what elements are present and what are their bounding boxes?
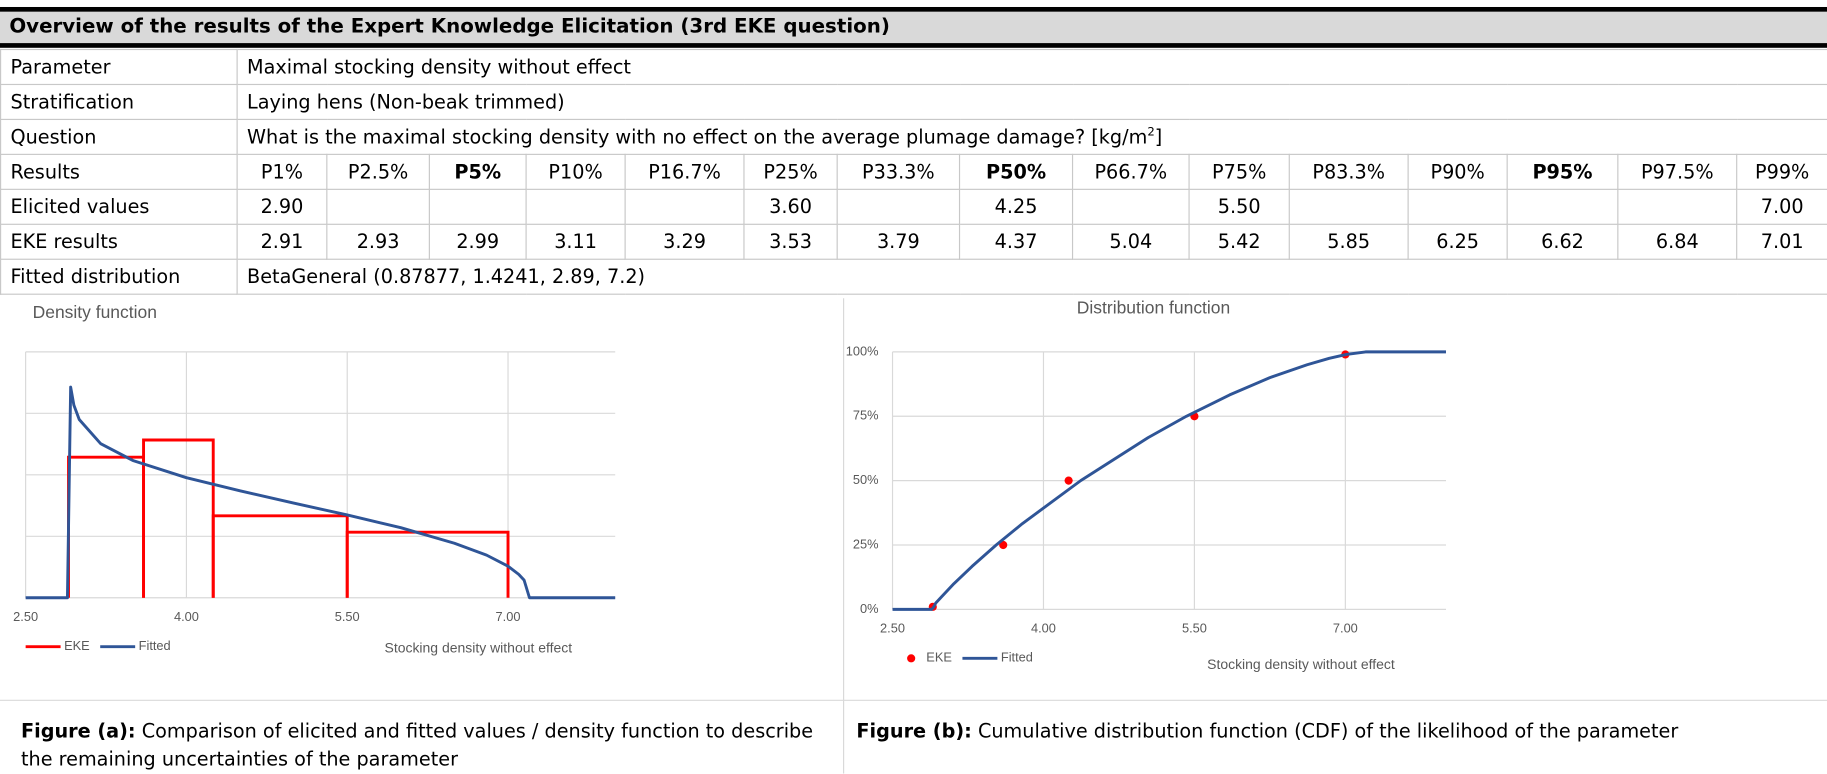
table-cell bbox=[428, 188, 527, 225]
table-cell: P2.5% bbox=[326, 153, 430, 190]
table-cell: 2.93 bbox=[326, 223, 430, 260]
table-row: EKE results 2.91 2.93 2.99 3.11 3.29 3.53 3.79 4… bbox=[0, 223, 1827, 260]
table-cell: 6.84 bbox=[1617, 223, 1738, 260]
results-table: Parameter Maximal stocking density withou… bbox=[0, 48, 1827, 295]
table-cell: P16.7% bbox=[624, 153, 745, 190]
row-text: Maximal stocking density without effect bbox=[247, 55, 631, 79]
chart-title: Distribution function bbox=[1077, 297, 1230, 317]
table-cell: P1% bbox=[236, 153, 328, 190]
legend-label: Fitted bbox=[1001, 650, 1033, 665]
row-text: ] bbox=[1154, 125, 1163, 148]
table-cell: 3.60 bbox=[743, 188, 838, 225]
row-label: Question bbox=[0, 118, 238, 155]
legend-marker bbox=[907, 654, 916, 663]
fitted-line bbox=[25, 385, 616, 600]
fitted-line bbox=[892, 350, 1446, 611]
row-label: EKE results bbox=[0, 223, 238, 260]
table-cell: 2.91 bbox=[236, 223, 328, 260]
table-cell: 2.90 bbox=[236, 188, 328, 225]
x-axis-label: Stocking density without effect bbox=[385, 640, 573, 656]
point bbox=[999, 540, 1008, 550]
histogram-bar bbox=[211, 514, 349, 598]
y-tick-label: 75% bbox=[853, 408, 879, 423]
table-cell: P10% bbox=[525, 153, 626, 190]
row-value: BetaGeneral (0.87877, 1.4241, 2.89, 7.2) bbox=[236, 258, 1827, 295]
table-row: Elicited values 2.90 3.60 4.25 5.50 7.00 bbox=[0, 188, 1827, 225]
x-tick-label: 7.00 bbox=[496, 609, 521, 624]
y-tick-label: 25% bbox=[853, 536, 879, 551]
table-cell: P66.7% bbox=[1071, 153, 1190, 190]
table-cell: 5.85 bbox=[1288, 223, 1409, 260]
table-cell bbox=[326, 188, 430, 225]
table-cell: 4.25 bbox=[958, 188, 1074, 225]
x-tick-label: 5.50 bbox=[1182, 621, 1207, 636]
table-row: Question What is the maximal stocking den… bbox=[0, 118, 1827, 155]
histogram-bar bbox=[142, 438, 215, 598]
row-label: Elicited values bbox=[0, 188, 238, 225]
table-cell: P90% bbox=[1407, 153, 1508, 190]
caption: Figure (b): Cumulative distribution func… bbox=[856, 718, 1811, 746]
table-cell: P33.3% bbox=[836, 153, 961, 190]
table-cell: 3.53 bbox=[743, 223, 838, 260]
histogram-bar bbox=[345, 530, 510, 598]
legend-label: EKE bbox=[64, 638, 90, 653]
caption-label: Figure (b): bbox=[856, 720, 972, 743]
histogram-bar bbox=[67, 455, 146, 598]
row-text: Laying hens (Non-beak trimmed) bbox=[247, 90, 565, 114]
table-cell bbox=[836, 188, 961, 225]
caption-text: Cumulative distribution function (CDF) o… bbox=[971, 720, 1679, 743]
table-cell: 5.42 bbox=[1188, 223, 1290, 260]
table-cell bbox=[1288, 188, 1409, 225]
row-value: Maximal stocking density without effect bbox=[236, 48, 1827, 86]
table-cell: 7.01 bbox=[1736, 223, 1827, 260]
x-axis-label: Stocking density without effect bbox=[1207, 656, 1395, 672]
legend-label: EKE bbox=[926, 650, 952, 665]
table-row: Results P1% P2.5% P5% P10% P16.7% P25% P33.3% P5… bbox=[0, 153, 1827, 190]
table-cell: 5.50 bbox=[1188, 188, 1290, 225]
table-cell bbox=[1407, 188, 1508, 225]
table-cell: 4.37 bbox=[958, 223, 1074, 260]
superscript: 2 bbox=[1147, 126, 1155, 140]
x-tick-label: 7.00 bbox=[1333, 621, 1358, 636]
table-row: Parameter Maximal stocking density withou… bbox=[0, 48, 1827, 86]
table-cell bbox=[624, 188, 745, 225]
point bbox=[1064, 476, 1073, 485]
legend-label: Fitted bbox=[139, 638, 171, 653]
caption-text: Comparison of elicited and fitted values… bbox=[20, 720, 814, 771]
row-label: Results bbox=[0, 153, 238, 190]
y-tick-label: 0% bbox=[860, 601, 879, 616]
x-tick-label: 2.50 bbox=[13, 609, 38, 624]
table-cell bbox=[525, 188, 626, 225]
x-tick-label: 2.50 bbox=[880, 621, 905, 636]
table-row: Stratification Laying hens (Non-beak trim… bbox=[0, 83, 1827, 121]
table-cell: P95% bbox=[1506, 153, 1619, 190]
table-cell: 2.99 bbox=[428, 223, 527, 260]
caption: Figure (a): Comparison of elicited and f… bbox=[21, 718, 825, 774]
table-cell: P50% bbox=[958, 153, 1074, 190]
x-tick-label: 4.00 bbox=[1031, 621, 1056, 636]
row-label: Fitted distribution bbox=[0, 258, 238, 295]
table-cell bbox=[1506, 188, 1619, 225]
table-cell: P25% bbox=[743, 153, 838, 190]
table-cell bbox=[1617, 188, 1738, 225]
y-tick-label: 50% bbox=[853, 472, 879, 487]
table-cell bbox=[1071, 188, 1190, 225]
table-title: Overview of the results of the Expert Kn… bbox=[0, 6, 1827, 48]
chart-title: Density function bbox=[33, 302, 157, 322]
row-text: What is the maximal stocking density wit… bbox=[247, 125, 1148, 148]
row-value: What is the maximal stocking density wit… bbox=[236, 118, 1827, 155]
x-tick-label: 4.00 bbox=[174, 609, 199, 624]
row-text: BetaGeneral (0.87877, 1.4241, 2.89, 7.2) bbox=[247, 265, 646, 288]
x-tick-label: 5.50 bbox=[335, 609, 360, 624]
caption-label: Figure (a): bbox=[20, 720, 136, 743]
table-cell: 7.00 bbox=[1736, 188, 1827, 225]
y-tick-label: 100% bbox=[846, 343, 879, 358]
table-cell: P5% bbox=[428, 153, 527, 190]
row-label: Parameter bbox=[0, 48, 238, 86]
table-row: Fitted distribution BetaGeneral (0.87877,… bbox=[0, 258, 1827, 295]
row-value: Laying hens (Non-beak trimmed) bbox=[236, 83, 1827, 121]
